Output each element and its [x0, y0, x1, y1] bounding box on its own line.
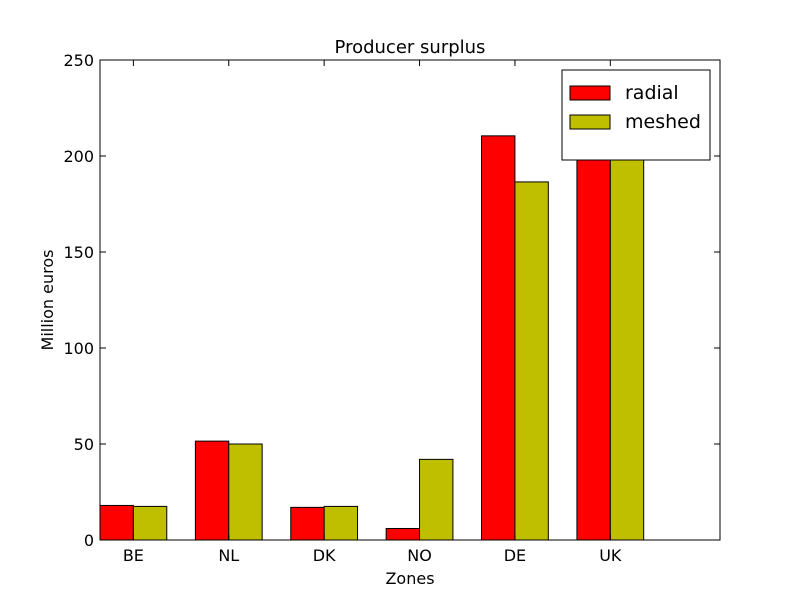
bar-meshed-NO — [419, 458, 454, 541]
y-tick-label: 200 — [63, 147, 94, 166]
plot-frame — [99, 59, 721, 541]
chart-title: Producer surplus — [335, 37, 486, 58]
x-tick-label: BE — [123, 546, 144, 565]
y-tick-label: 150 — [63, 243, 94, 262]
ticks-layer: 0 50 100 150 200 250 BE NL DK NO DE UK — [63, 51, 720, 565]
x-tick-label: DE — [504, 546, 526, 565]
y-tick-label: 50 — [74, 435, 94, 454]
legend: radial meshed — [561, 69, 711, 161]
x-tick-label: NO — [407, 546, 432, 565]
legend-label-radial: radial — [625, 82, 679, 104]
bars-layer — [99, 135, 645, 541]
legend-swatch-radial — [569, 85, 611, 101]
x-tick-label: DK — [313, 546, 336, 565]
y-tick-label: 100 — [63, 339, 94, 358]
bar-meshed-UK — [609, 151, 645, 541]
bar-radial-BE — [99, 504, 134, 541]
legend-swatch-meshed — [569, 114, 611, 130]
y-tick-label: 0 — [84, 531, 94, 550]
bar-meshed-BE — [132, 505, 168, 541]
bar-radial-NO — [385, 527, 421, 541]
y-tick-label: 250 — [63, 51, 94, 70]
x-tick-label: UK — [599, 546, 622, 565]
bar-radial-DE — [481, 135, 516, 541]
bar-meshed-DE — [514, 181, 549, 541]
bar-radial-UK — [576, 155, 611, 541]
bar-meshed-NL — [228, 443, 263, 541]
bar-radial-NL — [194, 440, 230, 541]
x-tick-label: NL — [218, 546, 239, 565]
bar-radial-DK — [290, 506, 325, 541]
bar-meshed-DK — [323, 505, 359, 541]
legend-label-meshed: meshed — [625, 111, 701, 133]
y-axis-label: Million euros — [38, 250, 57, 351]
x-axis-label: Zones — [385, 569, 434, 588]
